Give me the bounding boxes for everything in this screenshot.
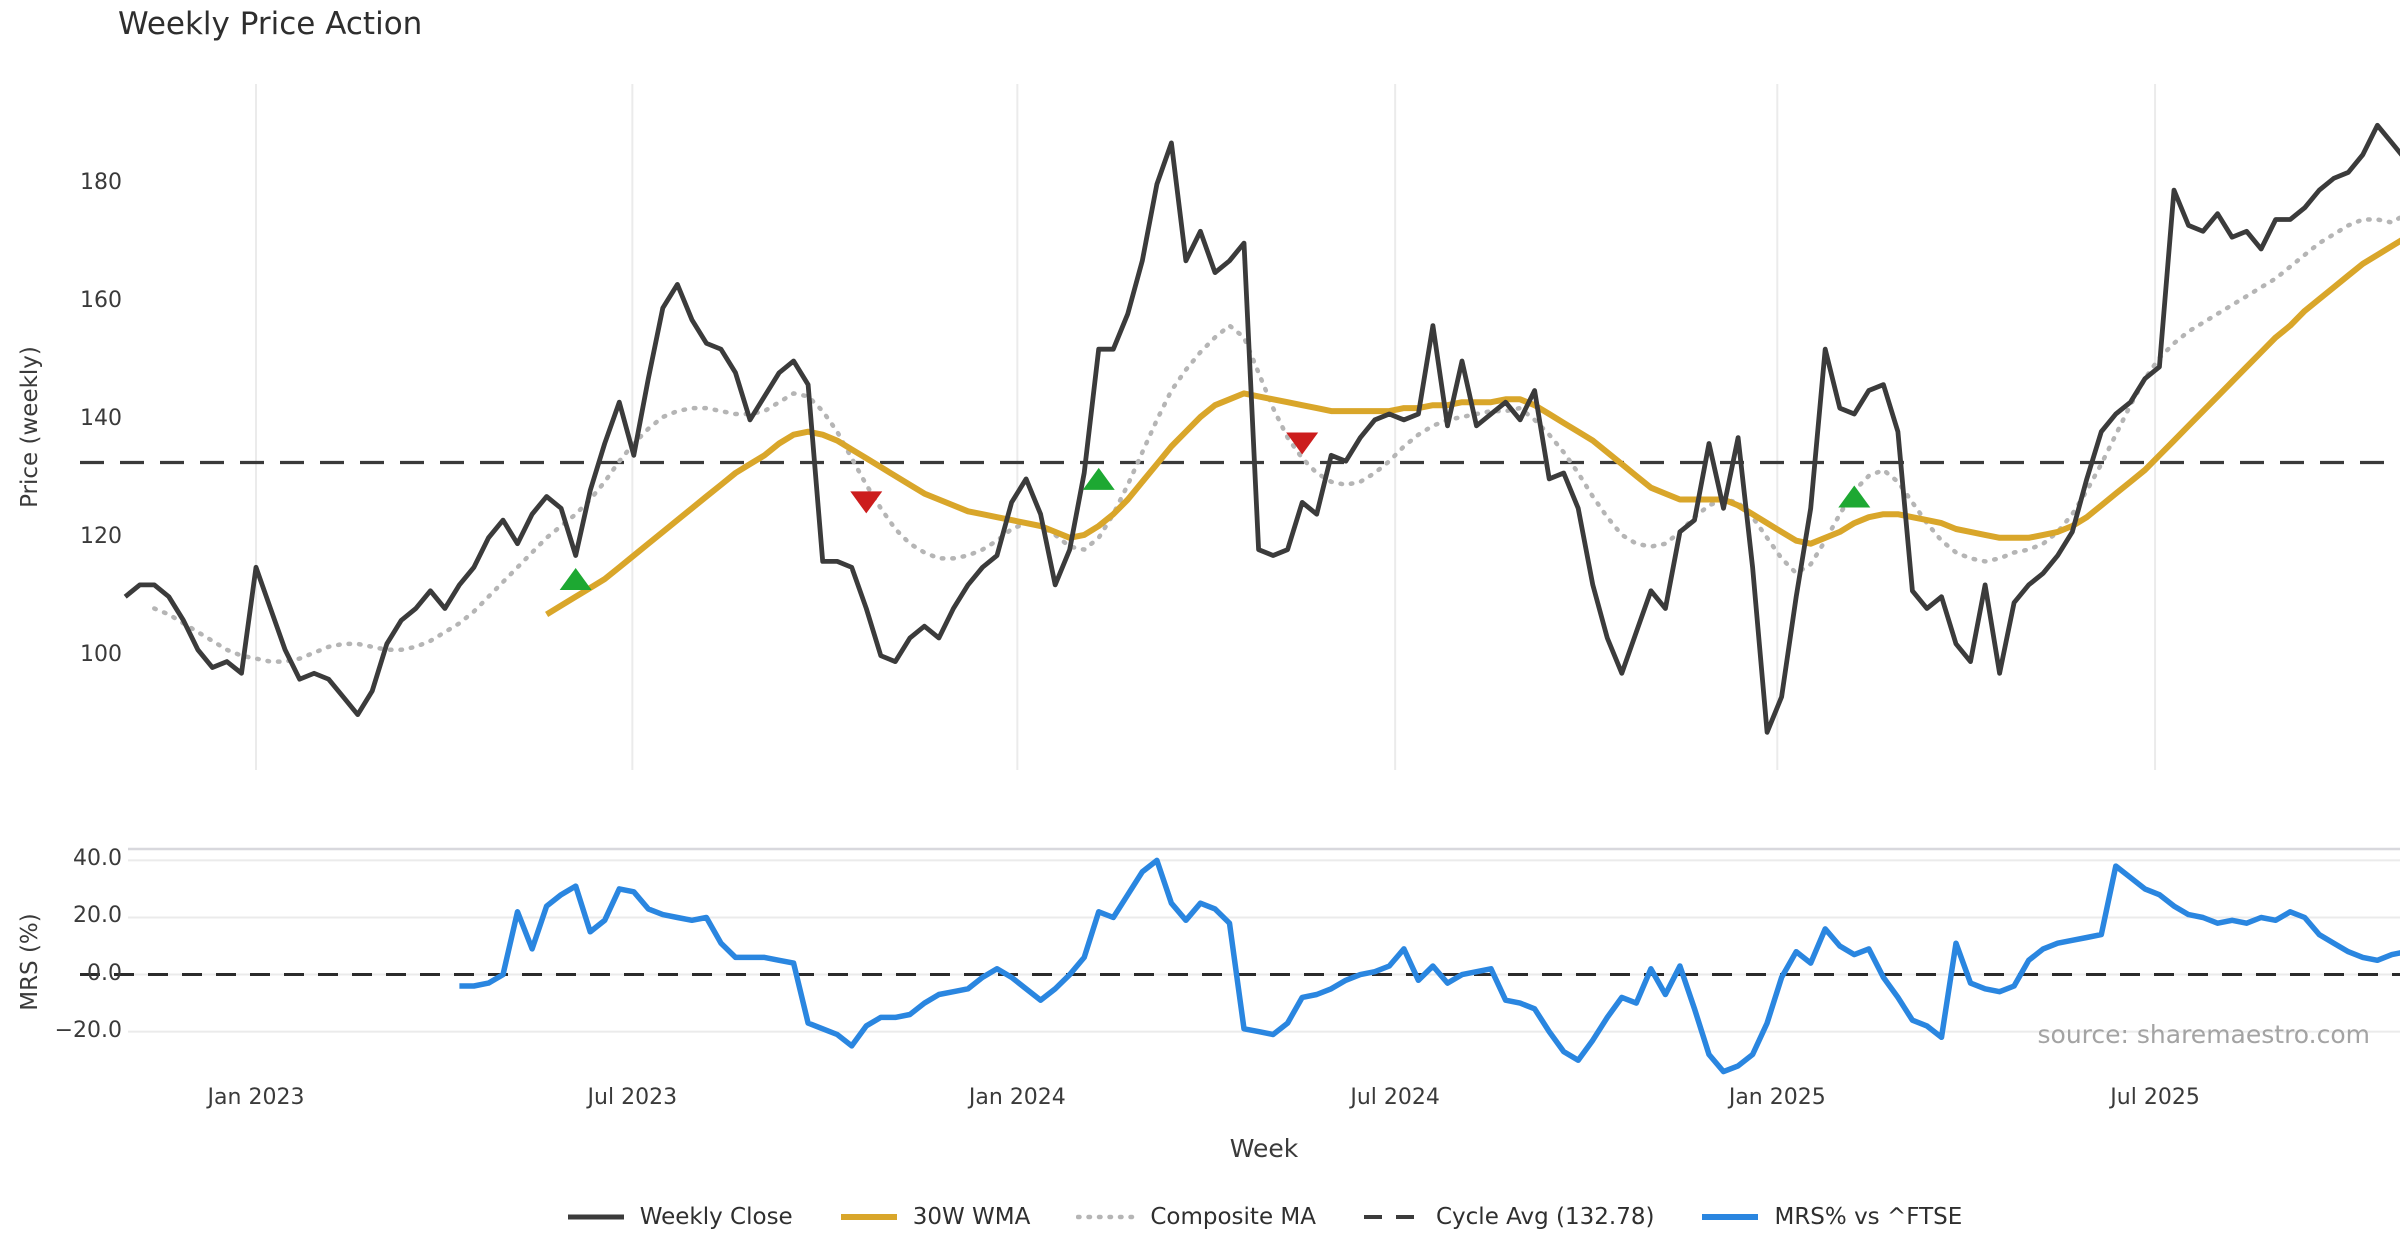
weekly-close-swatch-icon bbox=[567, 1214, 624, 1220]
page-title: Weekly Price Action bbox=[118, 6, 423, 42]
source-note: source: sharemaestro.com bbox=[2037, 1020, 2371, 1049]
mrs-ytick-label: 40.0 bbox=[73, 846, 122, 872]
mrs-ytick-label: 0.0 bbox=[87, 960, 122, 986]
composite-ma-swatch-icon bbox=[1076, 1214, 1137, 1220]
x-axis-label: Week bbox=[1229, 1134, 1299, 1163]
x-tick-label: Jul 2023 bbox=[587, 1085, 678, 1110]
legend-item-label: Composite MA bbox=[1150, 1204, 1316, 1230]
x-tick-label: Jan 2023 bbox=[207, 1085, 305, 1110]
price-ytick-label: 120 bbox=[80, 523, 122, 549]
sell-signal-triangle bbox=[1286, 432, 1319, 455]
legend-item: Composite MA bbox=[1076, 1204, 1316, 1230]
weekly-close-line bbox=[123, 122, 2400, 735]
x-tick-label: Jan 2025 bbox=[1728, 1085, 1826, 1110]
price-ytick-label: 180 bbox=[80, 170, 122, 196]
price-ytick-label: 100 bbox=[80, 641, 122, 667]
mrs-ytick-label: 20.0 bbox=[73, 903, 122, 929]
mrs-axis-label: MRS (%) bbox=[17, 913, 43, 1011]
legend-item-label: MRS% vs ^FTSE bbox=[1774, 1204, 1963, 1230]
composite-ma-line bbox=[152, 214, 2400, 664]
legend-item-label: 30W WMA bbox=[912, 1204, 1031, 1230]
legend-item: Weekly Close bbox=[566, 1204, 793, 1230]
chart-legend: Weekly Close 30W WMA Composite MA Cycle Avg… bbox=[128, 1204, 2400, 1230]
cycle-avg-132-78--swatch-icon bbox=[1363, 1215, 1420, 1219]
buy-signal-triangle bbox=[1838, 485, 1871, 508]
price-axis-label: Price (weekly) bbox=[17, 346, 43, 508]
x-tick-label: Jan 2024 bbox=[968, 1085, 1066, 1110]
legend-item: 30W WMA bbox=[839, 1204, 1031, 1230]
sell-signal-triangle bbox=[850, 491, 883, 514]
wma-30w-line bbox=[545, 237, 2400, 617]
30w-wma-swatch-icon bbox=[840, 1214, 897, 1220]
legend-item-label: Weekly Close bbox=[639, 1204, 793, 1230]
price-ytick-label: 160 bbox=[80, 288, 122, 314]
mrs-vs-ftse-swatch-icon bbox=[1702, 1214, 1759, 1220]
buy-signal-triangle bbox=[1082, 467, 1115, 490]
legend-item-label: Cycle Avg (132.78) bbox=[1435, 1204, 1655, 1230]
mrs-ytick-label: −20.0 bbox=[54, 1017, 122, 1043]
legend-item: MRS% vs ^FTSE bbox=[1700, 1204, 1962, 1230]
mrs-line bbox=[459, 857, 2400, 1075]
price-ytick-label: 140 bbox=[80, 405, 122, 431]
buy-signal-triangle bbox=[559, 568, 592, 591]
x-tick-label: Jul 2024 bbox=[1350, 1085, 1440, 1110]
legend-item: Cycle Avg (132.78) bbox=[1362, 1204, 1655, 1230]
x-tick-label: Jul 2025 bbox=[2110, 1085, 2200, 1110]
